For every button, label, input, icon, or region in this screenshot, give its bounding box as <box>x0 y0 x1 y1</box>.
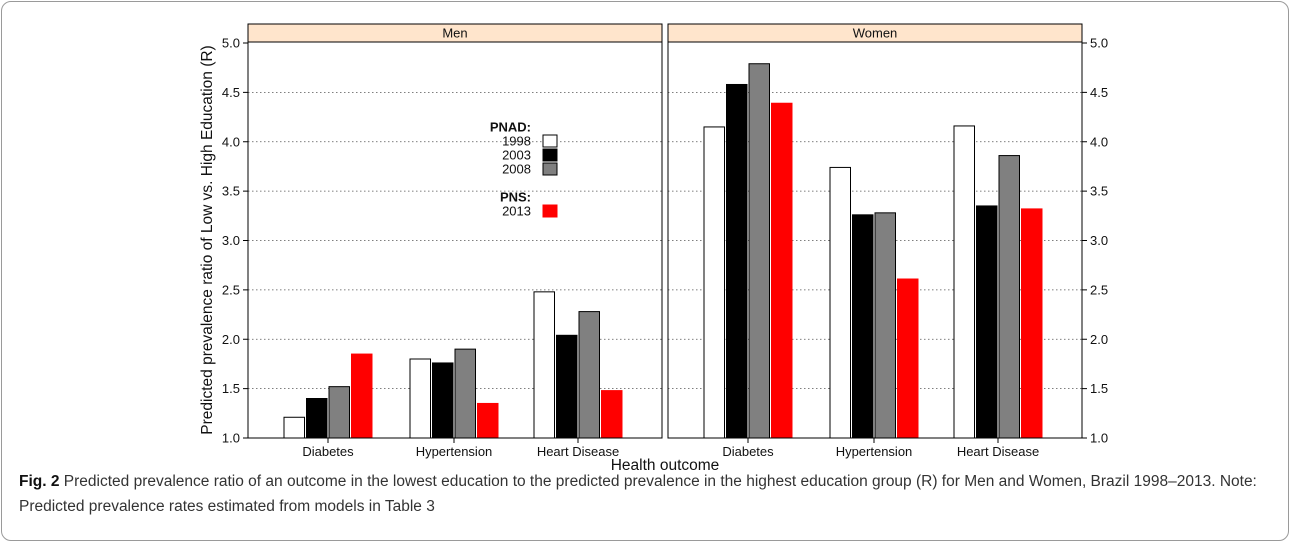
bar-women-heart-disease-2003 <box>976 205 998 439</box>
x-tick-label: Heart Disease <box>957 444 1039 459</box>
legend-entry-label: 2013 <box>502 204 531 219</box>
bar-men-heart-disease-2003 <box>556 334 578 439</box>
panel-strip-label: Men <box>442 26 467 41</box>
bar-women-heart-disease-2008 <box>998 155 1020 439</box>
x-tick-label: Diabetes <box>302 444 354 459</box>
x-tick-label: Heart Disease <box>537 444 619 459</box>
bar-men-heart-disease-1998 <box>533 291 555 439</box>
bar-men-hypertension-2003 <box>432 362 454 439</box>
y-tick-label-right: 2.5 <box>1090 282 1108 297</box>
y-tick-label-left: 1.5 <box>222 381 240 396</box>
bar-women-diabetes-2008 <box>748 63 770 439</box>
x-axis-title: Health outcome <box>611 457 720 472</box>
bar-men-hypertension-2008 <box>454 348 476 439</box>
bar-men-diabetes-2013 <box>351 353 373 439</box>
panel-strip-label: Women <box>853 26 898 41</box>
caption-text: Predicted prevalence ratio of an outcome… <box>19 473 1257 515</box>
x-tick-label: Diabetes <box>722 444 774 459</box>
y-tick-label-right: 4.5 <box>1090 85 1108 100</box>
bar-women-heart-disease-2013 <box>1021 208 1043 439</box>
y-tick-label-left: 4.0 <box>222 134 240 149</box>
bar-women-diabetes-2013 <box>771 102 793 439</box>
bar-women-heart-disease-1998 <box>953 125 975 439</box>
figure-label: Fig. 2 <box>19 473 60 490</box>
bar-men-diabetes-2003 <box>306 398 328 439</box>
y-axis-title: Predicted prevalence ratio of Low vs. Hi… <box>199 45 216 434</box>
y-tick-label-left: 3.0 <box>222 233 240 248</box>
legend-swatch <box>542 148 558 162</box>
bar-men-hypertension-1998 <box>409 358 431 439</box>
y-tick-label-left: 2.5 <box>222 282 240 297</box>
legend-swatch <box>542 204 558 218</box>
legend-group-title: PNS: <box>500 190 531 205</box>
bar-women-diabetes-2003 <box>726 83 748 439</box>
y-tick-label-left: 1.0 <box>222 431 240 446</box>
bar-men-diabetes-2008 <box>328 386 350 439</box>
x-tick-label: Hypertension <box>836 444 913 459</box>
bar-women-diabetes-1998 <box>703 126 725 439</box>
legend-entry-label: 2008 <box>502 162 531 177</box>
x-tick-label: Hypertension <box>416 444 493 459</box>
y-tick-label-right: 1.0 <box>1090 431 1108 446</box>
y-tick-label-right: 3.5 <box>1090 184 1108 199</box>
bar-men-hypertension-2013 <box>477 402 499 439</box>
y-tick-label-right: 5.0 <box>1090 36 1108 51</box>
y-tick-label-right: 2.0 <box>1090 332 1108 347</box>
bar-women-hypertension-2003 <box>852 214 874 439</box>
legend-swatch <box>542 134 558 148</box>
legend-group-title: PNAD: <box>490 120 531 135</box>
bar-women-hypertension-1998 <box>829 166 851 439</box>
y-tick-label-left: 5.0 <box>222 36 240 51</box>
y-tick-label-right: 4.0 <box>1090 134 1108 149</box>
bar-men-diabetes-1998 <box>283 416 305 439</box>
bar-men-heart-disease-2013 <box>601 390 623 439</box>
bar-women-hypertension-2013 <box>897 278 919 439</box>
panel-women: Women Diabetes Hypertension Heart Disease <box>667 23 1083 459</box>
legend-entry-label: 1998 <box>502 134 531 149</box>
panel-men: Men Diabetes Hypertension Heart Disease <box>247 23 663 459</box>
y-axes: 1.0 1.0 1.5 1.5 2.0 2.0 2.5 2.5 3.0 3.0 3.5 3.5 4.0 4… <box>222 36 1108 446</box>
y-tick-label-right: 1.5 <box>1090 381 1108 396</box>
y-tick-label-right: 3.0 <box>1090 233 1108 248</box>
y-tick-label-left: 3.5 <box>222 184 240 199</box>
y-tick-label-left: 4.5 <box>222 85 240 100</box>
bar-women-hypertension-2008 <box>874 212 896 439</box>
bar-men-heart-disease-2008 <box>578 311 600 439</box>
y-tick-label-left: 2.0 <box>222 332 240 347</box>
legend-entry-label: 2003 <box>502 148 531 163</box>
figure-caption: Fig. 2 Predicted prevalence ratio of an … <box>19 469 1269 519</box>
legend-swatch <box>542 162 558 176</box>
